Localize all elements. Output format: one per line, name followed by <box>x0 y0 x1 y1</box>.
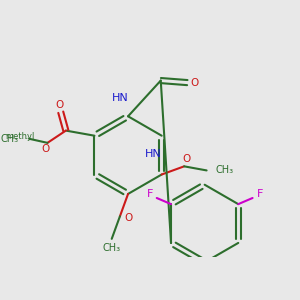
Text: F: F <box>256 189 263 199</box>
Text: O: O <box>182 154 190 164</box>
Text: methyl: methyl <box>26 137 31 139</box>
Text: HN: HN <box>112 93 128 103</box>
Text: O: O <box>124 213 132 224</box>
Text: methyl: methyl <box>5 132 34 141</box>
Text: HN: HN <box>145 148 162 159</box>
Text: O: O <box>41 144 50 154</box>
Text: O: O <box>56 100 64 110</box>
Text: CH₃: CH₃ <box>216 165 234 176</box>
Text: CH₃: CH₃ <box>1 134 19 144</box>
Text: CH₃: CH₃ <box>103 243 121 253</box>
Text: F: F <box>146 189 153 199</box>
Text: O: O <box>190 78 199 88</box>
